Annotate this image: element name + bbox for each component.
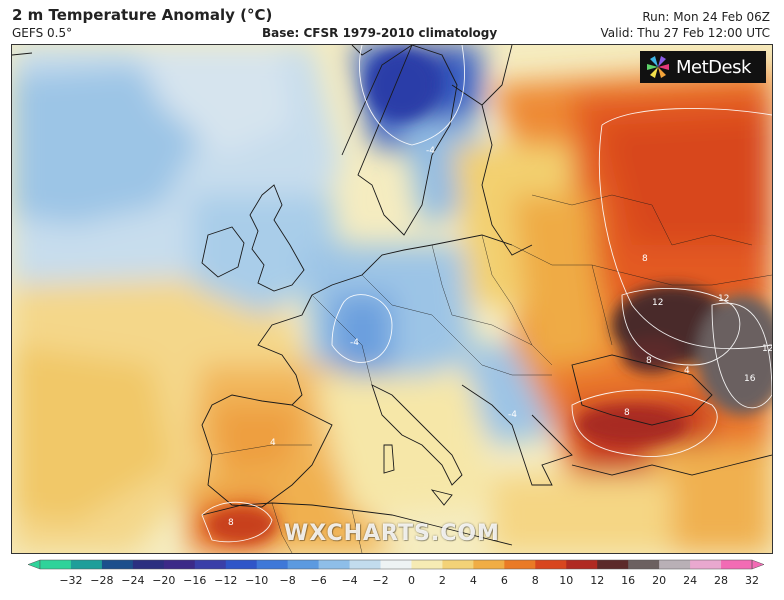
color-scale-tick-label: 0 bbox=[407, 574, 415, 587]
coastlines bbox=[12, 45, 772, 546]
color-scale-segment bbox=[225, 560, 258, 569]
color-scale-tick-label: 28 bbox=[714, 574, 729, 587]
color-scale-tick-label: −4 bbox=[341, 574, 358, 587]
color-scale-segment bbox=[597, 560, 629, 569]
color-scale-tick-label: 12 bbox=[590, 574, 605, 587]
contour-label: 8 bbox=[624, 408, 630, 418]
color-scale-tick-label: 10 bbox=[559, 574, 574, 587]
color-scale-segment bbox=[690, 560, 722, 569]
color-scale-tick-label: 16 bbox=[621, 574, 636, 587]
color-scale-tick-label: −12 bbox=[214, 574, 238, 587]
color-scale-segment bbox=[504, 560, 536, 569]
color-scale-left-arrow bbox=[27, 559, 41, 570]
metdesk-logo: MetDesk bbox=[640, 51, 766, 83]
contour-label: 12 bbox=[652, 298, 663, 308]
contour-label: 8 bbox=[642, 254, 648, 264]
base-climatology: Base: CFSR 1979-2010 climatology bbox=[262, 26, 498, 40]
color-scale-segment bbox=[628, 560, 660, 569]
color-scale-segment bbox=[349, 560, 382, 569]
metdesk-logo-text: MetDesk bbox=[676, 56, 751, 78]
contour-label: 4 bbox=[684, 366, 690, 376]
color-scale: −32 −28 −24 −20 −16 −12 −10 −8 −6 −4 −2 0 2 4 6 8 10 12 16… bbox=[26, 556, 766, 596]
color-scale-tick-label: 8 bbox=[531, 574, 539, 587]
color-scale-segment bbox=[721, 560, 753, 569]
wxcharts-watermark: WXCHARTS.COM bbox=[284, 521, 500, 546]
color-scale-segment bbox=[101, 560, 134, 569]
color-scale-segment bbox=[40, 560, 72, 569]
borders bbox=[211, 194, 772, 553]
contour-label: 12 bbox=[762, 344, 772, 354]
color-scale-right-arrow bbox=[751, 559, 765, 570]
color-scale-border bbox=[39, 559, 753, 570]
color-scale-tick-label: 24 bbox=[683, 574, 698, 587]
color-scale-segment bbox=[535, 560, 567, 569]
color-scale-tick-label: 2 bbox=[438, 574, 446, 587]
contour-label: 8 bbox=[228, 518, 234, 528]
color-scale-tick-label: −10 bbox=[245, 574, 269, 587]
color-scale-segment bbox=[318, 560, 351, 569]
color-scale-segment bbox=[566, 560, 598, 569]
color-scale-tick-label: −20 bbox=[152, 574, 176, 587]
color-scale-tick-label: −6 bbox=[310, 574, 327, 587]
color-scale-tick-label: −2 bbox=[372, 574, 389, 587]
color-scale-tick-label: 4 bbox=[469, 574, 477, 587]
color-scale-segment bbox=[442, 560, 474, 569]
color-scale-tick-label: −28 bbox=[90, 574, 114, 587]
color-scale-segment bbox=[256, 560, 289, 569]
contour-label: -4 bbox=[350, 338, 359, 348]
color-scale-segment bbox=[659, 560, 691, 569]
color-scale-tick-label: −24 bbox=[121, 574, 145, 587]
color-scale-segment bbox=[411, 560, 443, 569]
color-scale-bar bbox=[27, 559, 765, 570]
contour-label: 12 bbox=[718, 294, 729, 304]
run-time: Run: Mon 24 Feb 06Z bbox=[642, 10, 770, 24]
metdesk-logo-icon bbox=[647, 56, 669, 78]
map-title: 2 m Temperature Anomaly (°C) bbox=[12, 6, 273, 24]
color-scale-segment bbox=[473, 560, 505, 569]
temperature-anomaly-map: 12 12 12 16 8 8 8 8 4 4 -4 -4 -4 M bbox=[11, 44, 773, 554]
color-scale-tick-label: −8 bbox=[279, 574, 296, 587]
color-scale-segment bbox=[194, 560, 227, 569]
model-name: GEFS 0.5° bbox=[12, 26, 73, 40]
color-scale-tick-label: −32 bbox=[59, 574, 83, 587]
contour-label: 16 bbox=[744, 374, 756, 384]
color-scale-segment bbox=[163, 560, 196, 569]
contour-label: 4 bbox=[270, 438, 276, 448]
contour-label: -4 bbox=[426, 146, 435, 156]
contour-lines bbox=[201, 45, 772, 543]
anomaly-cores bbox=[207, 50, 772, 543]
contour-value-labels: 12 12 12 16 8 8 8 8 4 4 -4 -4 -4 bbox=[228, 146, 772, 528]
color-scale-segment bbox=[70, 560, 103, 569]
color-scale-segment bbox=[380, 560, 412, 569]
contour-label: -4 bbox=[508, 410, 517, 420]
color-scale-tick-label: 20 bbox=[652, 574, 667, 587]
valid-time: Valid: Thu 27 Feb 12:00 UTC bbox=[600, 26, 770, 40]
color-scale-segment bbox=[287, 560, 320, 569]
color-scale-tick-label: 32 bbox=[745, 574, 759, 587]
contour-label: 8 bbox=[646, 356, 652, 366]
color-scale-tick-label: 6 bbox=[500, 574, 508, 587]
color-scale-tick-label: −16 bbox=[183, 574, 207, 587]
map-canvas: 12 12 12 16 8 8 8 8 4 4 -4 -4 -4 bbox=[12, 45, 772, 553]
color-scale-segment bbox=[132, 560, 165, 569]
